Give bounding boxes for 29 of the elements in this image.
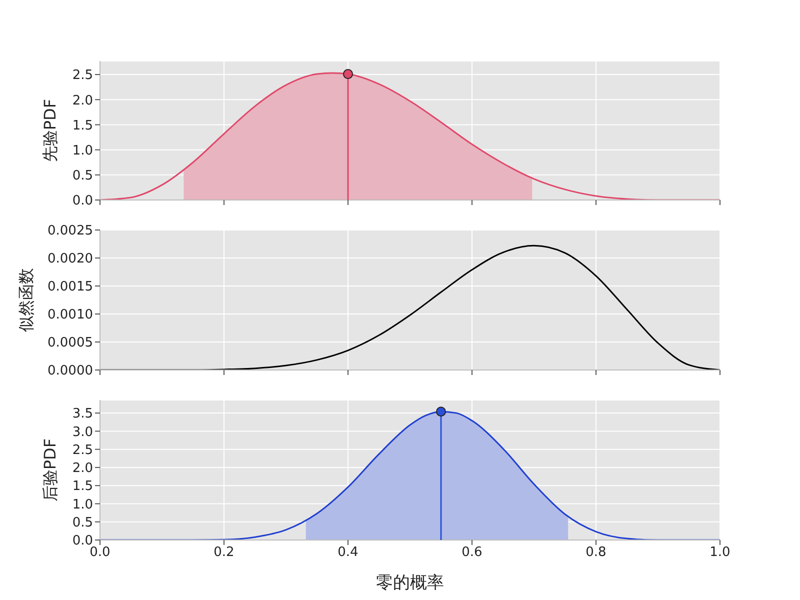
y-tick-label: 3.0 <box>72 424 93 440</box>
y-tick-label: 2.0 <box>72 461 93 476</box>
x-tick-label: 0.2 <box>214 545 234 560</box>
x-tick-label: 1.0 <box>710 545 730 560</box>
y-tick-label: 0.0 <box>72 194 93 209</box>
x-tick-label: 0.0 <box>90 545 110 560</box>
y-axis-title: 似然函数 <box>16 268 36 332</box>
y-tick-label: 0.0000 <box>48 364 93 379</box>
y-tick-label: 2.5 <box>72 68 93 84</box>
y-tick-label: 0.0015 <box>48 280 93 295</box>
y-tick-label: 1.0 <box>72 143 93 158</box>
y-tick-label: 0.0010 <box>48 308 93 323</box>
x-axis-title: 零的概率 <box>376 573 444 593</box>
x-tick-label: 0.8 <box>586 545 606 560</box>
y-tick-label: 0.0025 <box>48 224 93 239</box>
y-tick-label: 0.0020 <box>48 252 93 267</box>
y-tick-label: 1.0 <box>72 497 93 512</box>
y-tick-label: 1.5 <box>72 118 93 134</box>
y-tick-label: 1.5 <box>72 479 93 494</box>
x-tick-label: 0.4 <box>338 545 358 560</box>
y-tick-label: 3.5 <box>72 406 93 422</box>
y-tick-label: 0.5 <box>72 515 93 530</box>
y-tick-label: 2.5 <box>72 442 93 458</box>
y-tick-label: 2.0 <box>72 93 93 108</box>
y-tick-label: 0.0005 <box>48 336 93 351</box>
y-tick-label: 0.5 <box>72 168 93 184</box>
y-axis-title: 后验PDF <box>40 438 60 502</box>
y-axis-title: 先验PDF <box>40 98 60 162</box>
x-tick-label: 0.6 <box>462 545 482 560</box>
